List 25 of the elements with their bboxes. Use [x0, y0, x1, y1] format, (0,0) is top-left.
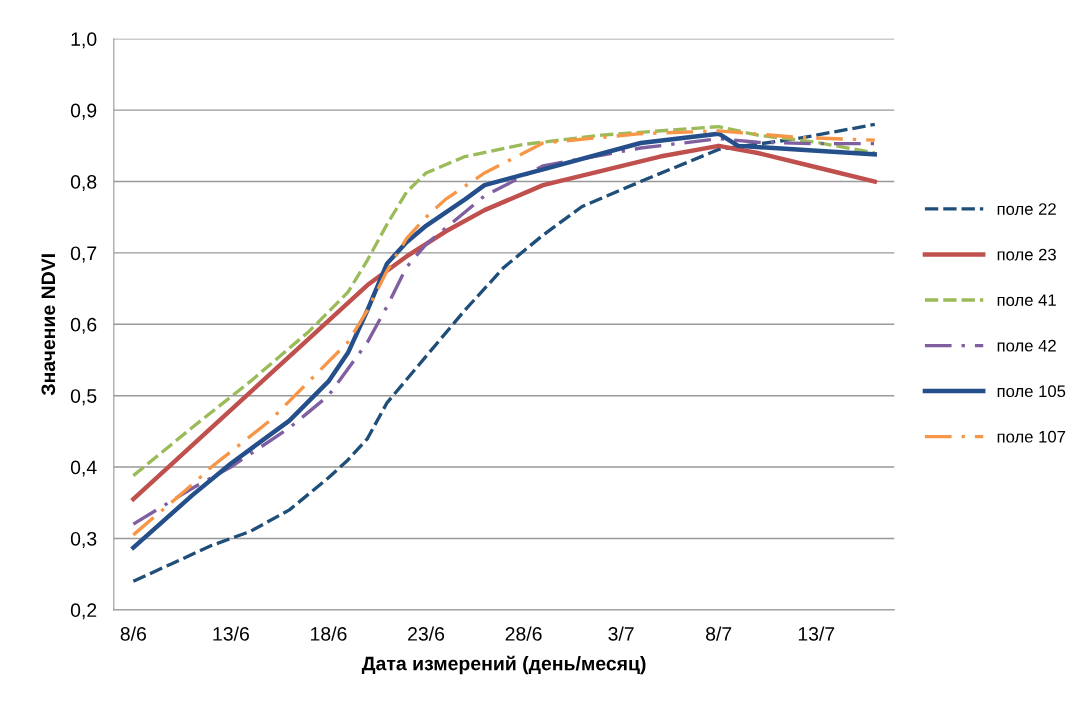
x-tick-label: 8/7 [706, 626, 732, 641]
legend-label: поле 42 [997, 339, 1056, 352]
x-axis-title: Дата измерений (день/месяц) [361, 655, 646, 675]
x-tick-label: 3/7 [608, 626, 634, 641]
y-tick-label: 0,4 [70, 460, 97, 477]
y-axis-title: Значение NDVI [41, 254, 56, 396]
y-tick-label: 0,6 [70, 317, 97, 334]
legend-label: поле 107 [997, 430, 1066, 443]
y-tick-label: 0,8 [70, 175, 97, 192]
legend-label: поле 41 [997, 294, 1056, 307]
x-tick-label: 18/6 [311, 626, 347, 641]
y-tick-label: 0,5 [70, 389, 97, 406]
x-tick-label: 28/6 [505, 626, 542, 641]
y-tick-label: 0,2 [70, 603, 97, 620]
y-tick-label: 0,7 [70, 246, 97, 263]
x-tick-label: 23/6 [408, 626, 445, 641]
legend-label: поле 105 [997, 385, 1066, 398]
y-tick-label: 0,3 [70, 531, 97, 548]
x-tick-label: 8/6 [120, 626, 146, 641]
x-tick-label: 13/6 [213, 626, 249, 641]
legend-label: поле 23 [997, 248, 1056, 261]
y-tick-label: 1,0 [71, 32, 97, 49]
y-tick-label: 0,9 [70, 103, 97, 120]
x-tick-label: 13/7 [798, 626, 835, 641]
legend-label: поле 22 [997, 203, 1056, 215]
